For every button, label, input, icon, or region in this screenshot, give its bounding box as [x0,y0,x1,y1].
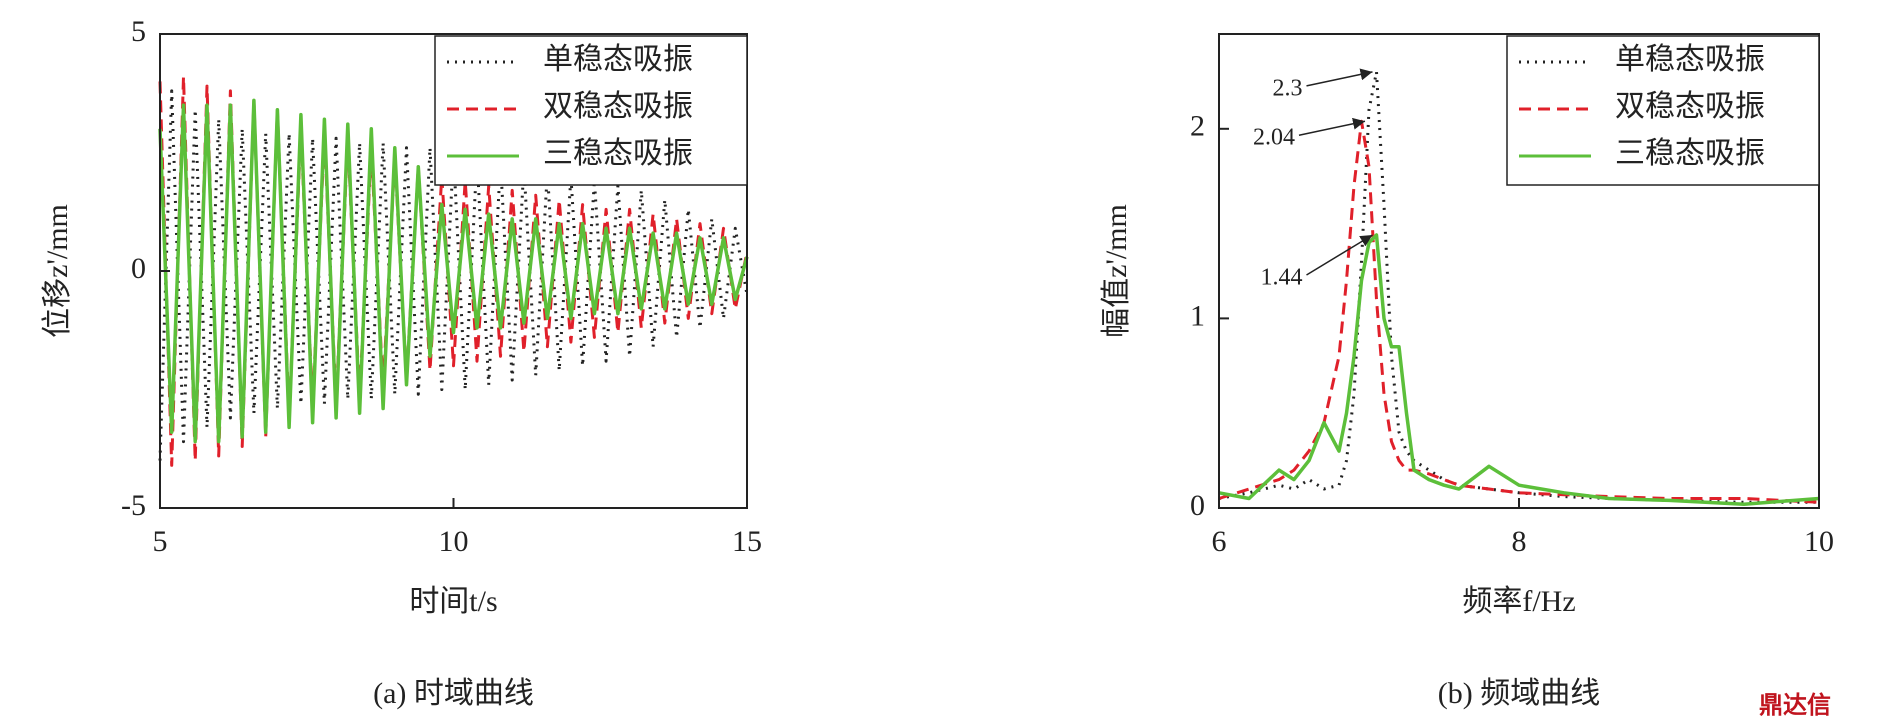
x-tick-label: 15 [732,525,762,558]
legend-label: 单稳态吸振 [543,43,693,76]
legend-label: 双稳态吸振 [543,90,693,123]
annotation: 2.04 [1253,125,1295,151]
legend-label: 双稳态吸振 [1615,90,1765,123]
legend-label: 三稳态吸振 [543,137,693,170]
caption: (b) 频域曲线 [1438,677,1600,710]
y-tick-label: -5 [121,489,146,522]
annotation-arrow [1306,68,1373,87]
x-axis-label: 时间t/s [409,585,497,618]
y-axis-label: 幅值z'/mm [1100,204,1133,338]
x-tick-label: 10 [439,525,469,558]
annotation-arrow [1298,117,1366,136]
chart: 6 8 10 0 1 2 频率f/Hz 幅值z'/mm (b) 频域曲线 单稳态吸振双稳态吸振三稳… [1100,33,1834,710]
y-tick-label: 0 [1190,489,1205,522]
data-line [1218,119,1820,504]
y-axis-label: 位移z'/mm [41,204,74,338]
chart: 5 10 15 -5 0 5 时间t/s 位移z'/mm (a) 时域曲线 单稳态吸振双稳态吸振三… [41,15,762,710]
y-tick-label: 5 [131,15,146,48]
annotation: 1.44 [1261,264,1303,290]
data-line [158,98,749,444]
annotation: 2.3 [1273,75,1303,101]
legend-label: 三稳态吸振 [1615,137,1765,170]
watermark: 鼎达信 [1759,691,1831,719]
y-tick-label: 2 [1190,110,1205,143]
x-axis-label: 频率f/Hz [1462,585,1575,618]
x-tick-label: 10 [1804,525,1834,558]
y-tick-label: 1 [1190,299,1205,332]
caption: (a) 时域曲线 [373,677,534,710]
y-tick-label: 0 [131,252,146,285]
data-line [1218,233,1820,506]
legend-label: 单稳态吸振 [1615,43,1765,76]
x-tick-label: 6 [1212,525,1227,558]
x-tick-label: 5 [153,525,168,558]
x-tick-label: 8 [1512,525,1527,558]
annotation-arrow [1306,234,1373,276]
